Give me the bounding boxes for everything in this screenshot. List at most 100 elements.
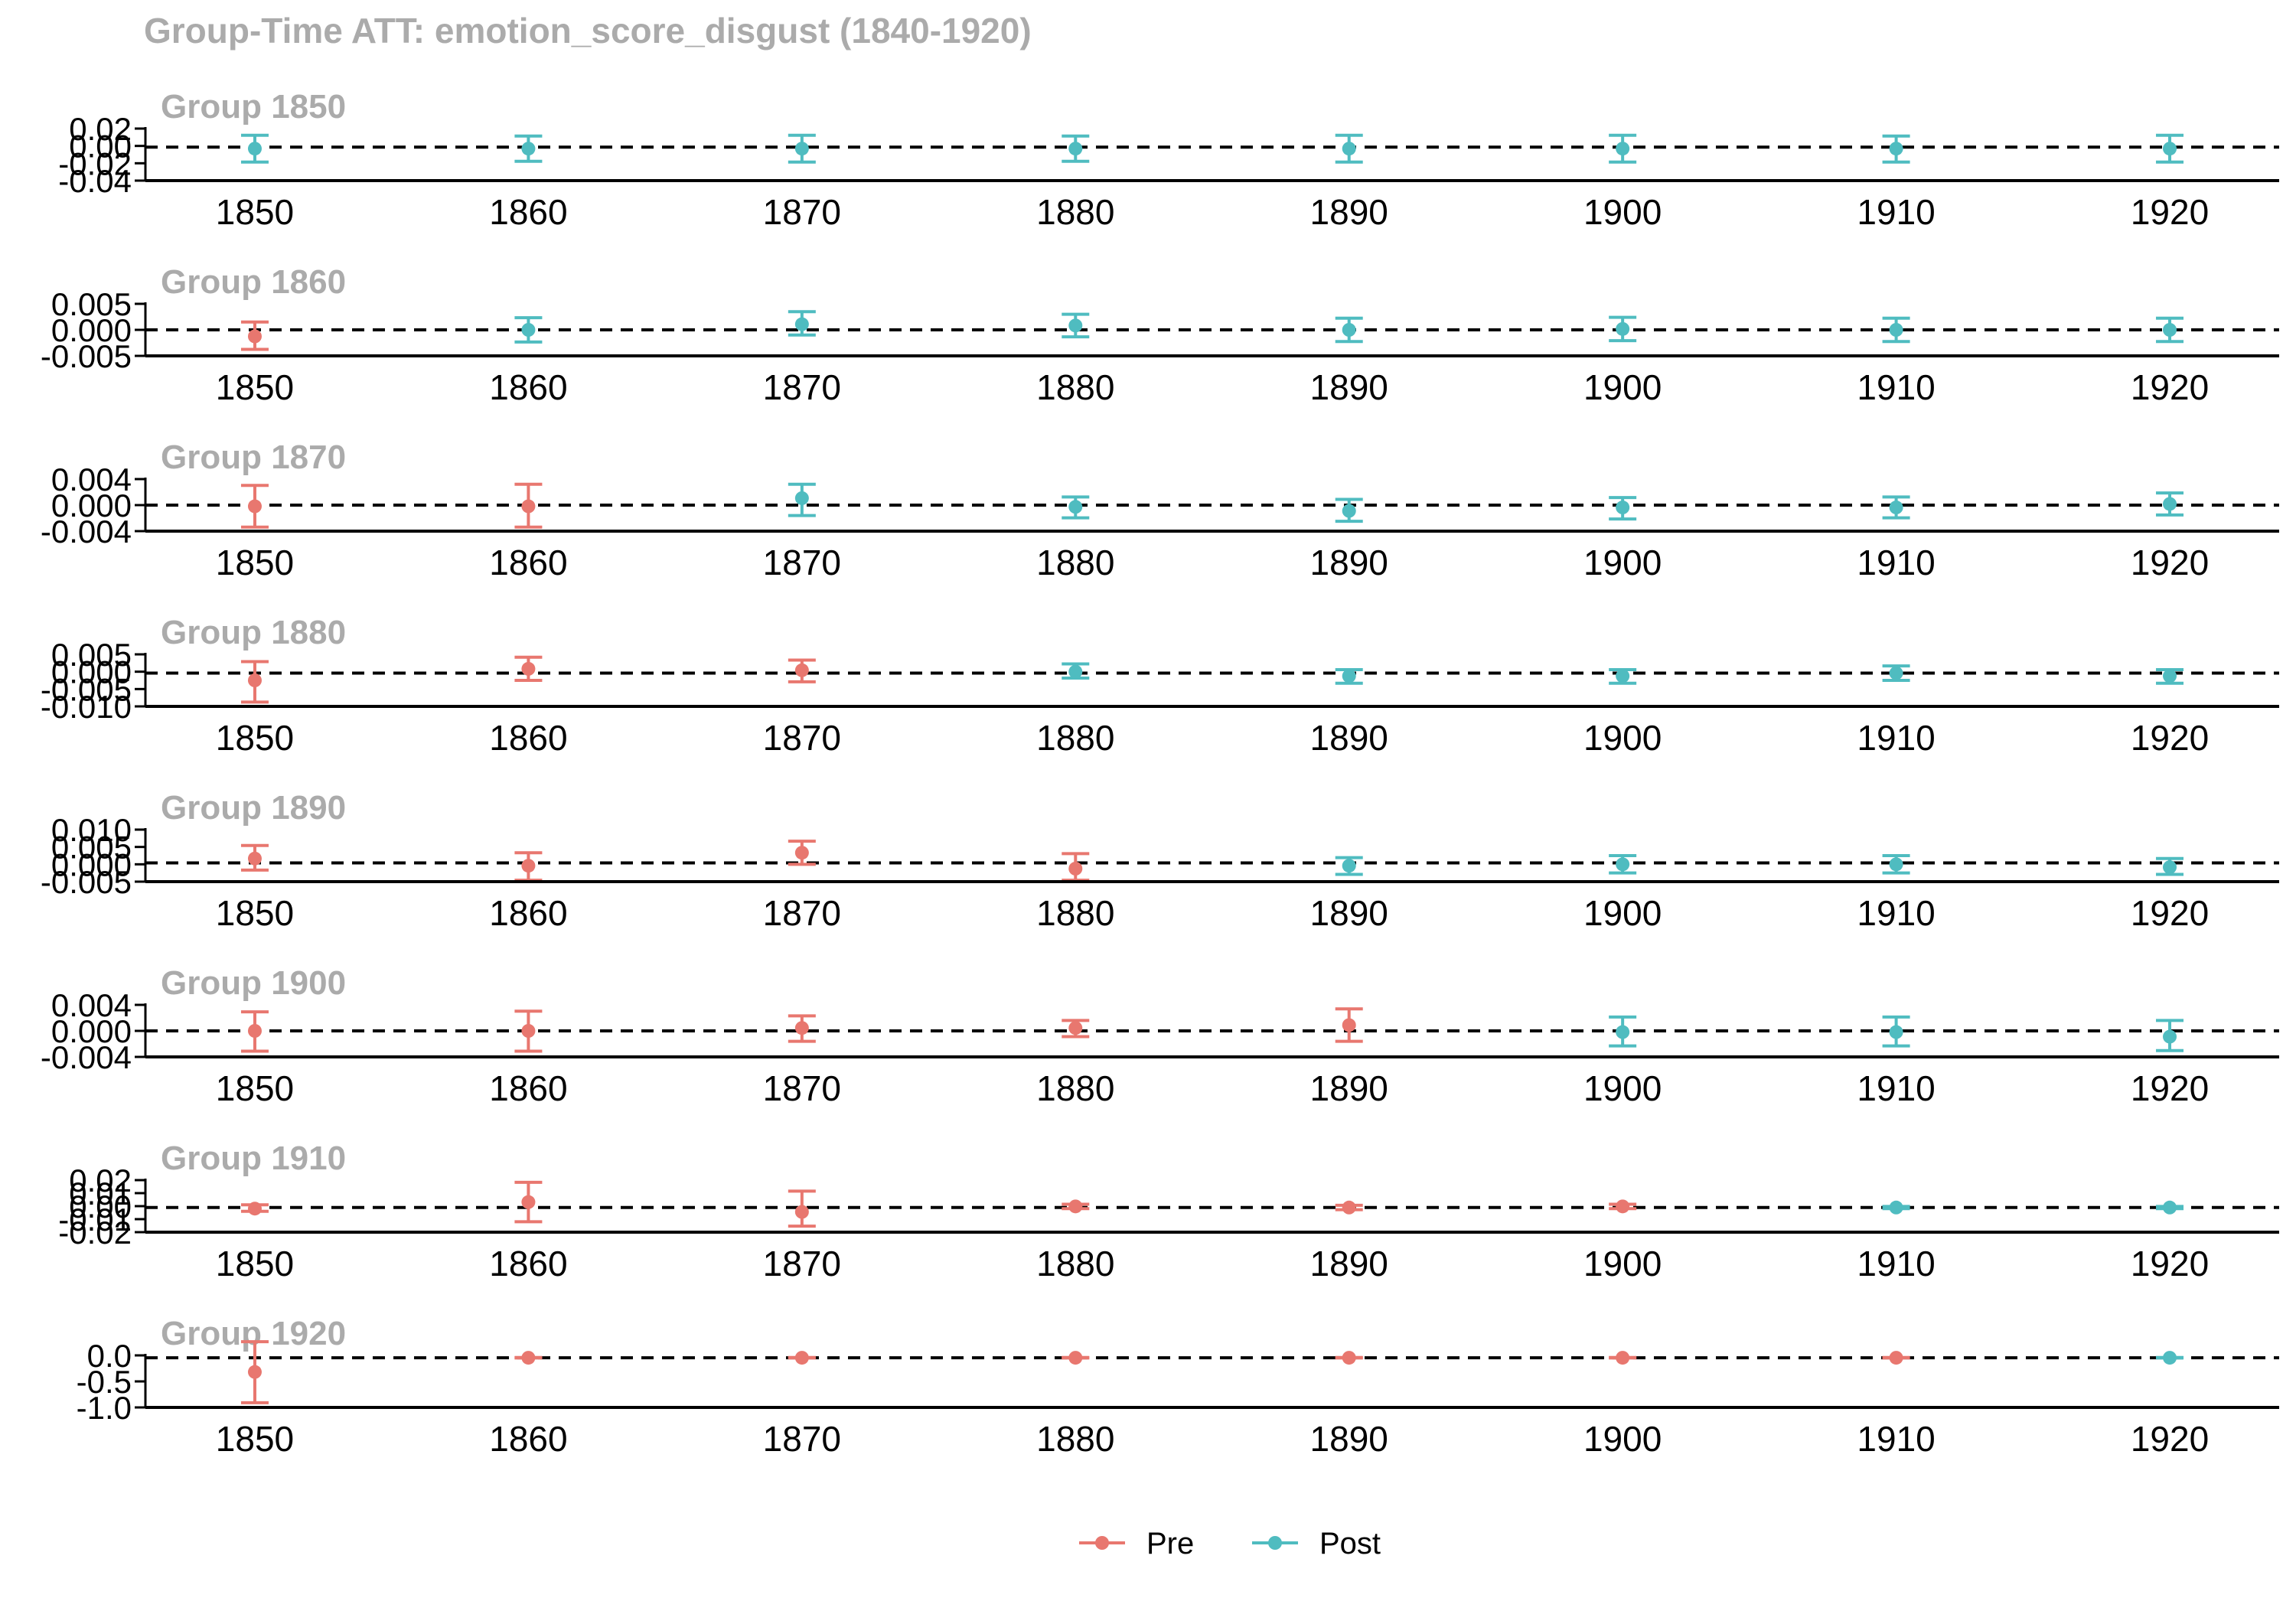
x-tick-label: 1890 xyxy=(1310,1244,1388,1283)
data-point xyxy=(794,1021,809,1035)
x-tick-label: 1870 xyxy=(763,718,841,758)
data-point xyxy=(794,846,809,860)
data-point-group xyxy=(514,482,543,529)
data-point-group xyxy=(2156,668,2184,685)
panel-title: Group 1910 xyxy=(161,1140,346,1177)
data-point xyxy=(521,859,536,873)
data-point xyxy=(2163,142,2177,156)
x-tick-label: 1850 xyxy=(216,367,294,407)
data-point xyxy=(794,663,809,677)
data-point xyxy=(1616,1199,1630,1214)
data-point-group xyxy=(1609,854,1637,875)
data-point xyxy=(1616,857,1630,872)
data-point-group xyxy=(1335,497,1363,523)
x-tick-label: 1920 xyxy=(2131,1068,2209,1108)
data-point-group xyxy=(1609,496,1637,521)
data-point xyxy=(247,142,262,156)
data-point-group xyxy=(1609,315,1637,343)
x-tick-label: 1860 xyxy=(489,543,567,582)
x-tick-label: 1860 xyxy=(489,192,567,232)
x-tick-label: 1910 xyxy=(1857,367,1935,407)
data-point xyxy=(521,1351,536,1365)
data-point xyxy=(1889,323,1903,337)
data-point xyxy=(1342,669,1356,683)
data-point xyxy=(247,329,262,344)
data-point xyxy=(1889,142,1903,156)
data-point-group xyxy=(788,658,816,683)
y-tick-label: 0.0 xyxy=(87,1338,132,1374)
legend-item: Pre xyxy=(1079,1527,1194,1560)
y-tick-label: 0.00 xyxy=(69,1189,132,1225)
data-point-group xyxy=(514,134,543,163)
x-tick-label: 1880 xyxy=(1036,543,1114,582)
data-point xyxy=(521,323,536,337)
x-tick-label: 1860 xyxy=(489,1068,567,1108)
x-tick-label: 1920 xyxy=(2131,367,2209,407)
x-tick-label: 1860 xyxy=(489,367,567,407)
data-point xyxy=(1889,666,1903,680)
data-point xyxy=(1068,1021,1083,1035)
data-point xyxy=(1342,1200,1356,1215)
data-point-group xyxy=(1335,1351,1363,1365)
data-point-group xyxy=(514,316,543,344)
y-tick-label: 0.005 xyxy=(51,830,132,866)
data-point-group xyxy=(240,484,269,529)
data-point xyxy=(1889,1200,1903,1215)
panel-title: Group 1880 xyxy=(161,614,346,651)
data-point-group xyxy=(788,1189,816,1228)
data-point-group xyxy=(514,1009,543,1053)
legend-key-point xyxy=(1268,1536,1282,1550)
x-tick-label: 1890 xyxy=(1310,1068,1388,1108)
data-point xyxy=(2163,323,2177,337)
y-tick-label: 0.000 xyxy=(51,1013,132,1049)
x-tick-label: 1900 xyxy=(1583,543,1662,582)
chart-title: Group-Time ATT: emotion_score_disgust (1… xyxy=(144,11,1032,51)
data-point xyxy=(247,1365,262,1379)
data-point-group xyxy=(1609,133,1637,164)
y-tick-label: -0.01 xyxy=(58,1202,132,1238)
data-point-group xyxy=(788,310,816,337)
data-point xyxy=(794,317,809,331)
panel-title: Group 1900 xyxy=(161,964,346,1002)
x-tick-label: 1880 xyxy=(1036,1419,1114,1459)
legend-item: Post xyxy=(1252,1527,1381,1560)
x-tick-label: 1920 xyxy=(2131,543,2209,582)
x-tick-label: 1900 xyxy=(1583,1244,1662,1283)
x-tick-label: 1880 xyxy=(1036,718,1114,758)
data-point-group xyxy=(1882,1015,1910,1048)
x-tick-label: 1920 xyxy=(2131,718,2209,758)
data-point-group xyxy=(2156,856,2184,876)
data-point-group xyxy=(240,843,269,872)
y-tick-label: -0.005 xyxy=(41,671,132,707)
y-tick-label: 0.004 xyxy=(51,461,132,497)
data-point-group xyxy=(240,320,269,351)
data-point xyxy=(1616,501,1630,515)
x-tick-label: 1880 xyxy=(1036,1068,1114,1108)
data-point-group xyxy=(2156,133,2184,164)
data-point xyxy=(1616,669,1630,683)
data-point-group xyxy=(1882,134,1910,164)
panel-title: Group 1850 xyxy=(161,88,346,126)
x-tick-label: 1850 xyxy=(216,893,294,933)
x-tick-label: 1920 xyxy=(2131,1419,2209,1459)
data-point xyxy=(2163,497,2177,511)
data-point-group xyxy=(1062,662,1090,680)
x-tick-label: 1850 xyxy=(216,1244,294,1283)
data-point xyxy=(521,1195,536,1209)
data-point-group xyxy=(1882,316,1910,344)
data-point-group xyxy=(1882,664,1910,682)
y-tick-label: 0.01 xyxy=(69,1176,132,1212)
y-tick-label: 0.004 xyxy=(51,987,132,1023)
data-point-group xyxy=(1062,1019,1090,1039)
data-point xyxy=(1342,142,1356,156)
x-tick-label: 1850 xyxy=(216,543,294,582)
data-point-group xyxy=(2156,1351,2184,1365)
data-point-group xyxy=(1335,316,1363,344)
x-tick-label: 1920 xyxy=(2131,192,2209,232)
data-point-group xyxy=(240,1010,269,1053)
data-point xyxy=(1616,321,1630,336)
x-tick-label: 1920 xyxy=(2131,893,2209,933)
panel-title: Group 1890 xyxy=(161,789,346,827)
x-tick-label: 1850 xyxy=(216,718,294,758)
